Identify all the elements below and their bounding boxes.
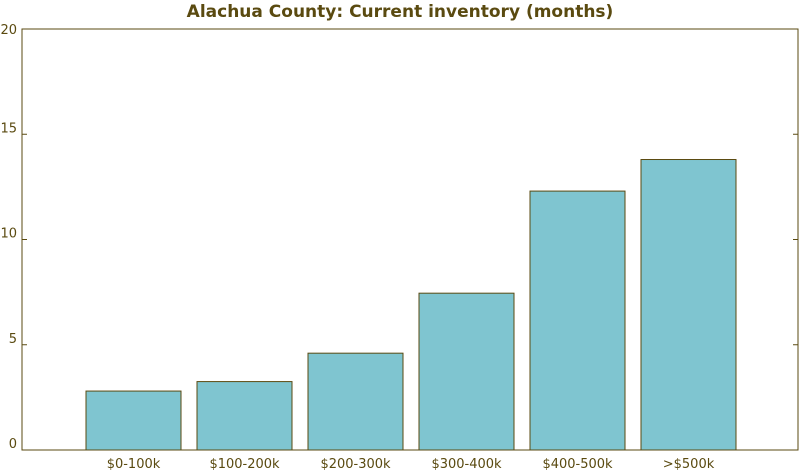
y-tick-label: 15 [0,121,17,136]
x-tick-label: $300-400k [431,457,502,472]
chart-title: Alachua County: Current inventory (month… [186,2,614,22]
y-tick-label: 20 [0,23,17,38]
x-tick-label: >$500k [663,457,715,472]
bar-6 [640,159,737,451]
x-axis: $0-100k $100-200k $200-300k $300-400k $400-5… [107,457,715,472]
y-tick-label: 0 [9,437,17,452]
bar-4 [418,292,515,451]
x-tick-label: $0-100k [107,457,161,472]
x-tick-label: $200-300k [320,457,391,472]
y-tick-label: 10 [0,227,17,242]
bars-layer [85,159,737,451]
y-tick-label: 5 [9,332,17,347]
y-axis: 0 5 10 15 20 [0,23,798,452]
x-tick-label: $400-500k [542,457,613,472]
bar-1 [85,390,182,451]
x-tick-label: $100-200k [209,457,280,472]
bar-3 [307,352,404,451]
bar-2 [196,381,293,451]
bar-5 [529,190,626,451]
